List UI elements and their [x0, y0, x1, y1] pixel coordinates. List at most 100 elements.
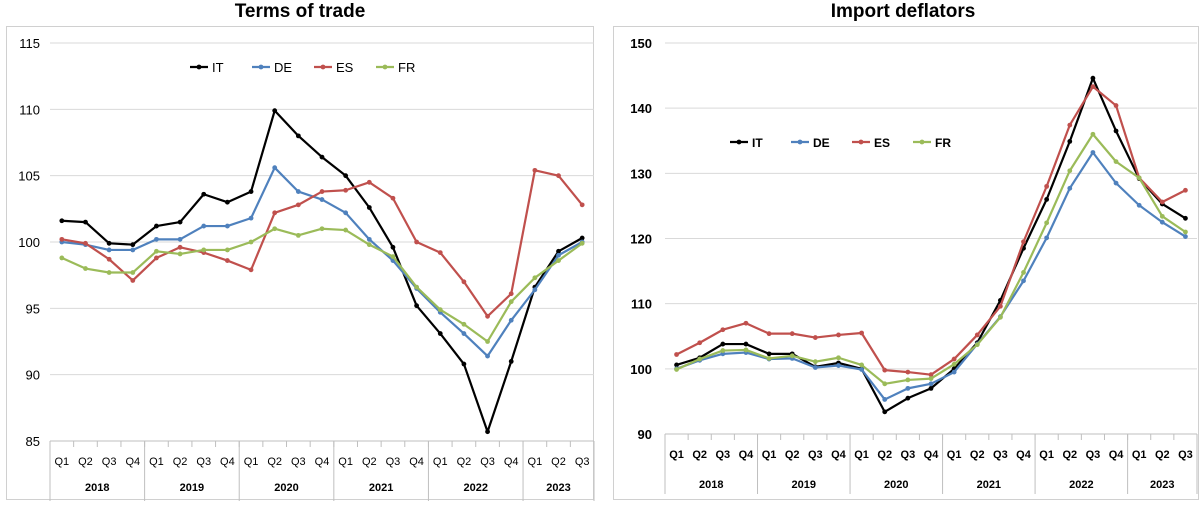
x-tick-label: Q4 [315, 456, 330, 468]
data-point-de [508, 317, 514, 323]
data-point-fr [1090, 131, 1096, 137]
x-tick-label: Q4 [125, 456, 140, 468]
x-tick-label: Q3 [575, 456, 590, 468]
year-label: 2018 [85, 482, 109, 494]
data-point-fr [532, 275, 538, 281]
data-point-it [366, 205, 372, 210]
x-tick-label: Q3 [102, 456, 117, 468]
data-point-es [1159, 199, 1165, 205]
data-point-es [859, 330, 865, 336]
data-point-it [295, 133, 301, 139]
legend-label-de: DE [813, 136, 830, 150]
data-point-fr [997, 314, 1003, 320]
data-point-es [83, 240, 88, 246]
data-point-es [532, 167, 538, 173]
data-point-de [1183, 234, 1188, 239]
data-point-fr [1044, 220, 1050, 226]
data-point-fr [130, 270, 136, 275]
x-tick-label: Q1 [149, 456, 164, 468]
data-point-es [905, 369, 911, 375]
data-point-it [1113, 128, 1119, 134]
data-point-fr [485, 339, 490, 344]
import-deflators-plot: 90 100 110 120 130 140 150 Q1 Q2 Q3 Q4 Q1 Q2 Q3 Q4 Q1 Q2… [630, 36, 1198, 494]
chart-title: Terms of trade [234, 1, 366, 22]
data-point-fr [1067, 168, 1073, 174]
x-tick-label: Q3 [993, 449, 1008, 461]
x-tick-label: Q1 [1039, 449, 1054, 461]
data-point-fr [59, 255, 65, 261]
y-tick-label: 110 [19, 102, 40, 117]
data-point-es [951, 356, 957, 362]
terms-of-trade-plot: 85 90 95 100 105 110 115 Q1 Q2 Q3 Q4 Q1 Q2 Q3 Q4 Q1 Q2 Q3… [18, 36, 595, 501]
data-point-fr [766, 356, 772, 361]
y-tick-label: 85 [26, 434, 40, 449]
data-point-fr [859, 362, 865, 368]
data-point-it [414, 303, 420, 309]
data-point-de [1113, 180, 1119, 186]
data-point-es [295, 202, 301, 208]
data-point-fr [414, 284, 420, 290]
data-point-fr [928, 376, 934, 382]
data-point-es [697, 340, 703, 346]
data-point-es [106, 256, 112, 262]
data-point-fr [1136, 175, 1142, 181]
data-point-fr [1113, 159, 1119, 165]
y-tick-label: 105 [18, 169, 40, 184]
data-point-es [59, 236, 65, 242]
data-point-fr [366, 242, 372, 248]
data-point-de [343, 210, 349, 216]
chart-frame [613, 26, 1199, 500]
data-point-es [928, 372, 934, 378]
y-tick-label: 95 [26, 301, 40, 316]
data-point-fr [697, 356, 703, 362]
data-point-it [461, 361, 467, 367]
data-point-es [485, 313, 490, 319]
data-point-es [130, 278, 136, 283]
data-point-fr [437, 307, 443, 313]
data-point-de [1136, 202, 1142, 208]
data-point-de [532, 287, 538, 293]
data-point-fr [674, 367, 679, 372]
data-point-it [1183, 215, 1188, 221]
data-point-fr [836, 355, 841, 361]
x-tick-label: Q4 [1016, 449, 1032, 461]
x-tick-label: Q2 [457, 456, 472, 468]
data-point-es [343, 187, 349, 193]
data-point-es [248, 267, 254, 273]
data-point-fr [295, 232, 301, 238]
data-point-fr [1021, 269, 1026, 275]
legend-label-de: DE [274, 60, 292, 75]
data-point-es [224, 258, 230, 263]
data-point-it [579, 235, 585, 241]
data-point-de [485, 353, 490, 359]
data-point-it [59, 218, 65, 224]
data-point-it [485, 429, 490, 435]
data-point-es [789, 331, 795, 337]
data-point-es [154, 255, 159, 261]
data-point-es [461, 279, 467, 285]
legend-marker-de [258, 64, 264, 70]
data-point-fr [201, 247, 207, 253]
data-point-es [836, 332, 841, 338]
data-point-es [743, 320, 749, 326]
data-point-it [343, 173, 349, 179]
data-point-de [106, 247, 112, 253]
data-point-fr [343, 227, 349, 233]
data-point-it [390, 244, 396, 250]
x-tick-label: Q2 [78, 456, 93, 468]
x-tick-label: Q4 [409, 456, 424, 468]
y-tick-label: 90 [26, 368, 40, 383]
x-tick-label: Q2 [267, 456, 282, 468]
data-point-fr [390, 254, 396, 259]
data-point-it [508, 359, 514, 364]
x-tick-label: Q3 [196, 456, 211, 468]
data-point-es [1090, 84, 1096, 90]
x-tick-label: Q2 [785, 449, 800, 461]
data-point-fr [789, 353, 795, 359]
import-deflators-chart: Import deflators 90 100 110 120 130 140 150 Q1 Q… [603, 0, 1203, 507]
x-tick-label: Q2 [1062, 449, 1077, 461]
data-point-de [836, 363, 841, 368]
data-point-fr [461, 321, 467, 327]
x-tick-label: Q2 [692, 449, 707, 461]
data-point-de [1021, 278, 1026, 284]
